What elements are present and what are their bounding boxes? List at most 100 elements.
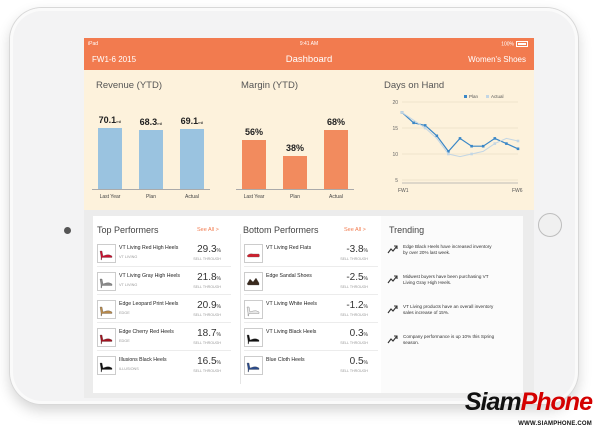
- revenue-baseline: [92, 189, 210, 190]
- row-divider: [97, 350, 231, 351]
- trend-text: VT Living products have an overall inven…: [403, 304, 494, 316]
- y-tick-label: 15: [392, 126, 398, 132]
- sell-through-value: 29.3%: [189, 244, 221, 255]
- category-selector[interactable]: Women's Shoes: [468, 55, 526, 64]
- trending-section: Trending Edge Black Heels have increased…: [381, 216, 523, 393]
- sell-through-label: SELL THROUGH: [193, 285, 221, 289]
- y-tick-label: 10: [392, 152, 398, 158]
- sell-through-value: -1.2%: [336, 300, 368, 311]
- percent-sign: %: [216, 276, 221, 282]
- row-divider: [97, 322, 231, 323]
- list-item[interactable]: VT Living White Heels -1.2% SELL THROUGH: [240, 296, 380, 323]
- sell-through-number: 29.3: [197, 244, 217, 255]
- trend-item[interactable]: Edge Black Heels have increased inventor…: [381, 242, 521, 270]
- list-item[interactable]: Edge Leopard Print Heels EDGE 20.9% SELL TH…: [93, 296, 233, 323]
- margin-bar[interactable]: [324, 130, 348, 189]
- row-divider: [97, 294, 231, 295]
- product-name: Edge Leopard Print Heels: [119, 301, 179, 307]
- legend-actual-label: Actual: [491, 94, 504, 99]
- trend-item[interactable]: Company performance is up 10% this Sprin…: [381, 332, 521, 360]
- sell-through-number: -3.8: [346, 244, 364, 255]
- product-name: VT Living Red Flats: [266, 245, 312, 251]
- sell-through-number: 20.9: [197, 300, 217, 311]
- sell-through-number: 0.3: [349, 328, 364, 339]
- data-point: [516, 139, 520, 143]
- cherry-heel-icon: [97, 328, 116, 347]
- sell-through-value: 21.8%: [189, 272, 221, 283]
- bottom-performers-title: Bottom Performers: [243, 225, 319, 235]
- revenue-bar[interactable]: [139, 130, 163, 189]
- leopard-heel-icon: [97, 300, 116, 319]
- trend-text: Edge Black Heels have increased inventor…: [403, 244, 492, 256]
- device-label: iPad: [88, 41, 99, 47]
- series-line-plan: [401, 111, 519, 153]
- sell-through-number: -2.5: [346, 272, 364, 283]
- revenue-bar[interactable]: [98, 128, 122, 189]
- watermark-brand-b: Phone: [520, 388, 593, 416]
- revenue-bar[interactable]: [180, 129, 204, 189]
- row-divider: [244, 266, 378, 267]
- list-item[interactable]: Edge Sandal Shoes -2.5% SELL THROUGH: [240, 268, 380, 295]
- product-brand: VT LIVING: [119, 255, 138, 259]
- percent-sign: %: [216, 360, 221, 366]
- home-button[interactable]: [538, 213, 562, 237]
- margin-bar-label: Actual: [329, 194, 343, 200]
- sell-through-value: 18.7%: [189, 328, 221, 339]
- data-point: [423, 126, 427, 130]
- list-item[interactable]: Illusions Black Heels ILLUSIONS 16.5% SELL …: [93, 352, 233, 379]
- data-point: [470, 152, 473, 156]
- trend-item[interactable]: Midwest buyers have been purchasing VT L…: [381, 272, 521, 300]
- top-performers-see-all-link[interactable]: See All >: [197, 227, 219, 233]
- trending-up-icon: [387, 305, 398, 314]
- data-point: [493, 137, 497, 140]
- margin-bar[interactable]: [242, 140, 266, 189]
- season-selector[interactable]: FW1-6 2015: [92, 55, 137, 64]
- sell-through-label: SELL THROUGH: [193, 313, 221, 317]
- revenue-value-text: 69.1: [180, 116, 199, 126]
- data-point: [447, 150, 450, 153]
- front-camera: [64, 227, 71, 234]
- column-divider: [240, 234, 241, 384]
- top-performers-section: Top Performers See All > VT Living Red H…: [93, 216, 237, 393]
- trend-text: Company performance is up 10% this Sprin…: [403, 334, 495, 346]
- margin-value-text: 56%: [244, 127, 263, 137]
- sandal-icon: [244, 272, 263, 291]
- sell-through-label: SELL THROUGH: [340, 285, 368, 289]
- list-item[interactable]: Blue Cloth Heels 0.5% SELL THROUGH: [240, 352, 380, 379]
- gray-heel-icon: [97, 272, 116, 291]
- status-bar: iPad 9:41 AM 100%: [84, 38, 534, 50]
- trend-item[interactable]: VT Living products have an overall inven…: [381, 302, 521, 330]
- trending-up-icon: [387, 335, 398, 344]
- margin-bar[interactable]: [283, 156, 307, 189]
- list-item[interactable]: VT Living Red High Heels VT LIVING 29.3% SE…: [93, 240, 233, 267]
- red-heel-icon: [97, 244, 116, 263]
- data-point: [505, 142, 508, 145]
- red-flat-icon: [244, 244, 263, 263]
- product-name: Edge Sandal Shoes: [266, 273, 312, 279]
- list-item[interactable]: Edge Cherry Red Heels EDGE 18.7% SELL THROU…: [93, 324, 233, 351]
- sell-through-value: 20.9%: [189, 300, 221, 311]
- product-name: Illusions Black Heels: [119, 357, 167, 363]
- battery-percent: 100%: [501, 41, 514, 48]
- list-item[interactable]: VT Living Black Heels 0.3% SELL THROUGH: [240, 324, 380, 351]
- margin-bar-label: Last Year: [243, 194, 265, 200]
- revenue-bar-label: Last Year: [99, 194, 121, 200]
- data-point: [435, 134, 439, 138]
- product-name: VT Living White Heels: [266, 301, 317, 307]
- revenue-bar-value: 69.1mil: [170, 116, 214, 126]
- row-divider: [244, 322, 378, 323]
- bottom-performers-see-all-link[interactable]: See All >: [344, 227, 366, 233]
- list-item[interactable]: VT Living Red Flats -3.8% SELL THROUGH: [240, 240, 380, 267]
- product-brand: EDGE: [119, 311, 130, 315]
- product-name: Edge Cherry Red Heels: [119, 329, 174, 335]
- watermark-logo: SiamPhone: [465, 388, 593, 417]
- sell-through-number: 21.8: [197, 272, 217, 283]
- sell-through-label: SELL THROUGH: [193, 257, 221, 261]
- revenue-bar-label: Plan: [145, 194, 156, 200]
- list-item[interactable]: VT Living Gray High Heels VT LIVING 21.8% S…: [93, 268, 233, 295]
- revenue-title: Revenue (YTD): [96, 80, 162, 91]
- sell-through-number: 0.5: [349, 356, 364, 367]
- product-brand: VT LIVING: [119, 283, 138, 287]
- sell-through-value: -2.5%: [336, 272, 368, 283]
